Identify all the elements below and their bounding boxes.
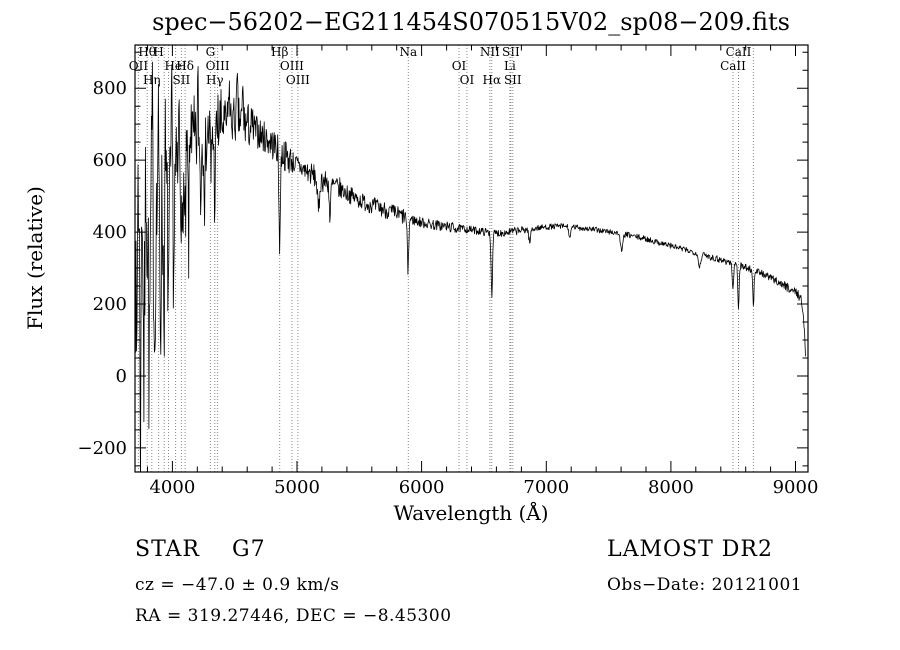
x-axis-title: Wavelength (Å) xyxy=(393,500,548,525)
spectral-line-label: SII xyxy=(502,45,520,59)
plot-title: spec−56202−EG211454S070515V02_sp08−209.f… xyxy=(152,8,790,36)
x-tick-label: 9000 xyxy=(773,477,819,498)
spectrum-trace xyxy=(135,61,806,472)
spectral-line-label: OIII xyxy=(206,59,230,73)
spectral-subclass-label: G7 xyxy=(232,537,266,562)
spectral-line-label: CaII xyxy=(720,59,746,73)
x-tick-label: 7000 xyxy=(523,477,569,498)
spectral-line-label: Hα xyxy=(483,73,502,87)
spectral-line-label: OII xyxy=(129,59,149,73)
survey-label: LAMOST DR2 xyxy=(607,537,773,562)
y-tick-label: 800 xyxy=(93,78,127,99)
axis-ticks xyxy=(135,45,808,472)
spectral-line-label: OIII xyxy=(280,59,304,73)
spectral-line-label: Li xyxy=(504,59,516,73)
spectral-line-label: OIII xyxy=(286,73,310,87)
spectrum-line xyxy=(135,61,806,472)
y-tick-label: 0 xyxy=(116,366,127,387)
spectral-line-label: SII xyxy=(173,73,191,87)
y-tick-label: 200 xyxy=(93,294,127,315)
y-tick-label: 600 xyxy=(93,150,127,171)
coordinates-label: RA = 319.27446, DEC = −8.45300 xyxy=(135,606,452,626)
axes: 4000 5000 6000 7000 8000 9000 −200 0 200 400 600 80… xyxy=(78,44,819,498)
x-tick-label: 6000 xyxy=(399,477,445,498)
x-tick-label: 5000 xyxy=(274,477,320,498)
y-tick-label: 400 xyxy=(93,222,127,243)
y-axis-title: Flux (relative) xyxy=(23,186,47,330)
spectral-line-label: Hγ xyxy=(206,73,224,87)
spectral-line-label: G xyxy=(206,45,216,59)
x-tick-label: 4000 xyxy=(149,477,195,498)
spectral-line-label: H xyxy=(153,45,163,59)
spectral-line-label: OI xyxy=(460,73,475,87)
obs-date-label: Obs−Date: 20121001 xyxy=(607,575,802,595)
x-tick-label: 8000 xyxy=(648,477,694,498)
spectral-line-label: Hη xyxy=(143,73,161,87)
spectral-line-label: OI xyxy=(452,59,467,73)
spectral-line-label: SII xyxy=(504,73,522,87)
spectral-line-label: Hβ xyxy=(271,45,288,59)
spectral-line-label: NII xyxy=(480,45,500,59)
spectral-line-label: Hδ xyxy=(176,59,194,73)
radial-velocity-label: cz = −47.0 ± 0.9 km/s xyxy=(135,575,340,595)
object-class-label: STAR xyxy=(135,537,200,562)
spectral-line-label: Na xyxy=(399,45,417,59)
spectral-line-label: CaII xyxy=(726,45,752,59)
y-tick-label: −200 xyxy=(78,438,127,459)
